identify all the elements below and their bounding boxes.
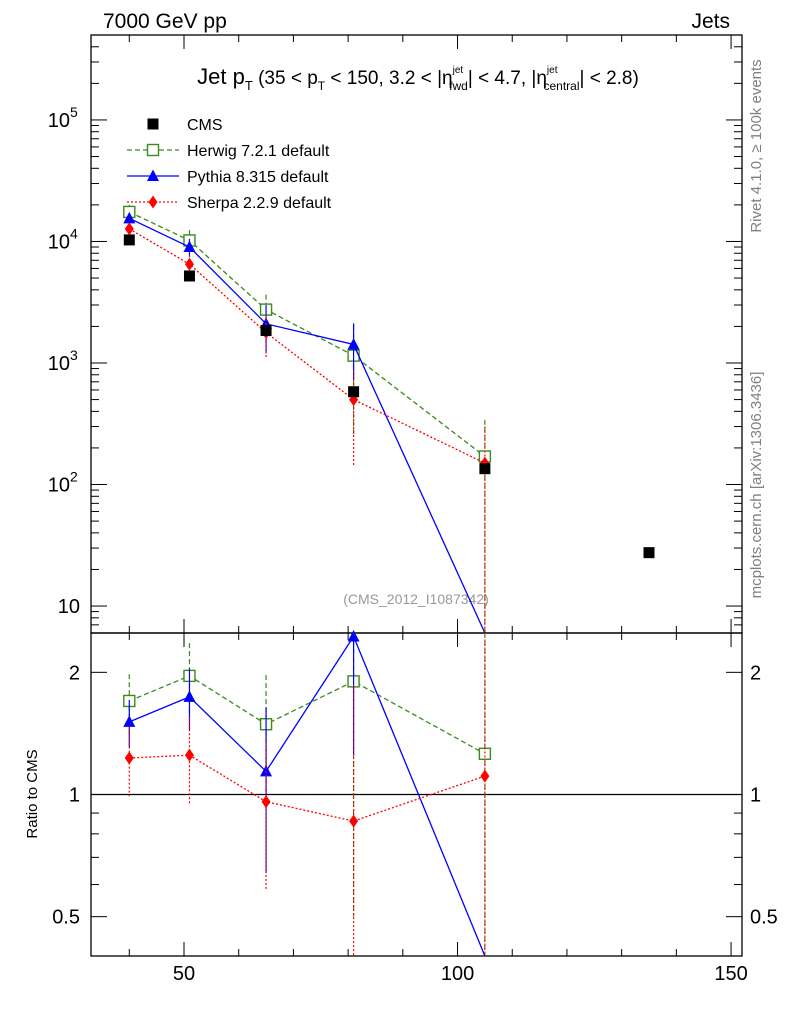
title-cut-mid1: < 150, 3.2 < |η <box>325 68 452 89</box>
ratio-y-tick-label-right: 1 <box>750 785 761 807</box>
analysis-id: (CMS_2012_I1087342) <box>343 591 489 607</box>
title-eta2-sub: central <box>543 79 579 93</box>
title-eta1-sup: jet <box>452 65 464 76</box>
data-point <box>479 463 491 475</box>
x-tick-label: 100 <box>441 963 474 985</box>
data-point <box>123 715 136 727</box>
data-point <box>183 690 196 702</box>
series-line <box>129 217 486 634</box>
data-point <box>123 211 136 224</box>
title-cut-open: (35 < p <box>253 68 318 89</box>
data-point <box>260 325 272 337</box>
data-point <box>183 240 196 253</box>
y-tick-label: 10 <box>48 231 70 253</box>
legend-label: Herwig 7.2.1 default <box>187 143 330 160</box>
y-tick-exponent: 3 <box>70 347 78 363</box>
legend-marker <box>147 118 159 130</box>
data-point <box>349 814 359 828</box>
series-line <box>128 228 486 464</box>
legend-label: Pythia 8.315 default <box>187 169 329 186</box>
data-point <box>123 234 135 246</box>
series-line <box>129 635 486 957</box>
data-point <box>643 547 655 559</box>
data-point <box>261 795 271 809</box>
title-main-sub: T <box>245 78 253 93</box>
chart-title: Jet pT (35 < pT < 150, 3.2 < |ηjet fwd| <… <box>197 64 639 93</box>
series-line <box>129 211 486 458</box>
y-tick-exponent: 5 <box>70 104 78 120</box>
series-line <box>129 754 486 822</box>
data-point <box>183 270 195 282</box>
data-point <box>124 222 134 236</box>
title-eta1-sub: fwd <box>449 79 468 93</box>
y-tick-exponent: 4 <box>70 225 78 241</box>
data-point <box>347 337 360 350</box>
legend-marker <box>147 169 159 181</box>
data-point <box>348 386 360 398</box>
data-point <box>480 769 490 783</box>
y-tick-label: 10 <box>48 475 70 497</box>
data-point <box>184 748 194 762</box>
legend-label: CMS <box>187 117 223 134</box>
ratio-y-tick-label-right: 2 <box>750 662 761 684</box>
data-point <box>124 751 134 765</box>
legend: CMS Herwig 7.2.1 default Pythia 8.315 defa… <box>127 117 332 212</box>
title-main: Jet p <box>197 64 245 89</box>
x-tick-label: 150 <box>714 963 747 985</box>
ratio-y-tick-label: 0.5 <box>52 907 80 929</box>
x-tick-label: 50 <box>173 963 195 985</box>
y-tick-label: 10 <box>58 596 80 618</box>
title-cut-sub: T <box>318 79 326 93</box>
ratio-plot-panel: 50 100 150 0.5 0.5 1 1 2 2 <box>52 630 778 985</box>
legend-marker <box>148 195 158 209</box>
legend-marker <box>146 143 160 157</box>
data-point <box>260 764 273 777</box>
data-point <box>184 257 194 271</box>
y-tick-label: 10 <box>48 110 70 132</box>
ratio-y-label: Ratio to CMS <box>24 749 41 838</box>
header-left: 7000 GeV pp <box>103 10 227 33</box>
data-point <box>478 747 492 760</box>
title-cut-mid2: | < 4.7, |η <box>468 68 547 89</box>
ratio-y-tick-label: 2 <box>69 662 80 684</box>
side-label-rivet: Rivet 4.1.0, ≥ 100k events <box>748 59 765 232</box>
ratio-y-tick-label-right: 0.5 <box>750 907 778 929</box>
legend-label: Sherpa 2.2.9 default <box>187 195 332 212</box>
y-tick-label: 10 <box>48 353 70 375</box>
ratio-y-tick-label: 1 <box>69 785 80 807</box>
header-right: Jets <box>691 10 730 33</box>
side-label-mcplots: mcplots.cern.ch [arXiv:1306.3436] <box>748 372 765 599</box>
series-line <box>129 675 486 755</box>
data-point <box>347 630 360 642</box>
title-eta2-sup: jet <box>546 65 558 76</box>
y-tick-exponent: 2 <box>70 469 78 485</box>
title-cut-close: | < 2.8) <box>580 68 639 89</box>
